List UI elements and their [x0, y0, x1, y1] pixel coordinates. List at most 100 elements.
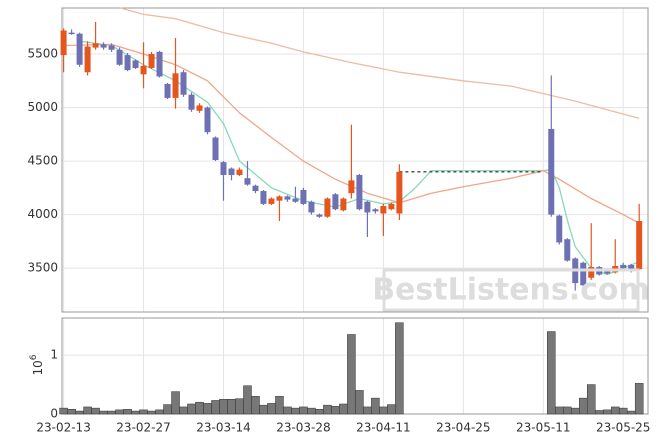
volume-bar [155, 409, 164, 415]
candle-body [228, 168, 235, 175]
volume-bar [363, 406, 372, 415]
volume-bar [371, 397, 380, 415]
candle-body [380, 206, 387, 214]
candle-body [340, 198, 347, 211]
volume-bar [634, 383, 644, 415]
volume-bar [171, 391, 180, 415]
watermark-text: BestListens.com [372, 273, 650, 308]
candle-body [204, 107, 211, 133]
volume-bar [347, 334, 356, 415]
volume-bar [211, 400, 220, 415]
candle-body [588, 267, 595, 278]
volume-bar [251, 396, 260, 415]
volume-bar [547, 331, 556, 415]
volume-bar [626, 410, 636, 415]
volume-bar [235, 398, 244, 415]
volume-bar [147, 410, 156, 415]
x-tick-label: 23-04-25 [436, 421, 490, 435]
moving-average [120, 7, 640, 119]
volume-bar [75, 410, 84, 415]
volume-bar [195, 401, 204, 415]
candle-body [84, 46, 91, 73]
volume-bar [99, 410, 108, 415]
volume-bar [339, 403, 348, 415]
volume-bar [203, 403, 212, 415]
candle-body [284, 196, 291, 200]
candle-body [620, 264, 627, 269]
volume-bar [67, 409, 76, 415]
candle-body [372, 209, 379, 212]
volume-bar [243, 385, 252, 415]
x-tick-label: 23-05-11 [516, 421, 570, 435]
x-tick-label: 23-02-27 [116, 421, 170, 435]
axis-label-base: 10 [31, 360, 45, 375]
candle-body [268, 198, 275, 204]
volume-bar [307, 407, 316, 415]
candle-body [348, 180, 355, 194]
volume-bar [331, 406, 340, 415]
x-tick-label: 23-03-14 [196, 421, 250, 435]
candle-body [300, 189, 307, 204]
candle-body [244, 178, 251, 185]
candle-body [180, 72, 187, 95]
candle-body [92, 43, 99, 48]
y-tick-label: 3500 [27, 261, 58, 275]
volume-bar [115, 409, 124, 415]
y-tick-label: 4500 [27, 154, 58, 168]
candle-body [100, 44, 107, 48]
axis-label-exponent: 6 [29, 354, 39, 360]
price-frame [61, 7, 649, 313]
candle-body [188, 94, 195, 110]
candle-body [316, 214, 323, 217]
candle-body [124, 55, 131, 71]
volume-bar [219, 399, 228, 415]
candle-body [396, 171, 403, 214]
volume-bar [59, 407, 68, 415]
volume-bar [163, 404, 172, 415]
volume-bar [379, 406, 388, 415]
candle-body [116, 49, 123, 65]
candle-body [108, 45, 115, 50]
volume-bar [179, 406, 188, 415]
volume-bar [355, 390, 364, 415]
volume-bar [123, 409, 132, 415]
candle-body [60, 30, 67, 56]
candle-body [364, 201, 371, 213]
volume-bar [594, 410, 604, 415]
candle-body [140, 65, 147, 75]
volume-bar [610, 406, 620, 415]
volume-bar [291, 407, 300, 415]
volume-bar [91, 407, 100, 415]
volume-bar [299, 406, 308, 415]
volume-bar [187, 403, 196, 415]
moving-average [79, 40, 640, 276]
candle-body [236, 169, 243, 175]
candle-body [212, 137, 219, 160]
volume-bar [395, 322, 404, 415]
candle-body [604, 270, 611, 274]
candle-body [260, 191, 267, 204]
volume-bar [586, 384, 596, 415]
volume-bar [267, 403, 276, 415]
candle-body [628, 264, 635, 272]
candle-body [308, 201, 315, 213]
volume-bar [275, 396, 284, 415]
candle-body [156, 51, 163, 77]
volume-bar [323, 404, 332, 415]
candle-body [564, 239, 571, 261]
candle-body [276, 196, 283, 201]
candle-body [324, 198, 331, 217]
volume-bar [259, 404, 268, 415]
candle-body [580, 262, 587, 286]
candle-body [388, 203, 395, 210]
x-tick-label: 23-05-25 [596, 421, 650, 435]
volume-bar [131, 410, 140, 415]
volume-bar [315, 409, 324, 415]
candle-body [196, 105, 203, 111]
volume-bar [555, 406, 564, 415]
y-tick-label: 0 [50, 407, 58, 421]
volume-bar [139, 409, 148, 415]
volume-bar [107, 410, 116, 415]
x-tick-label: 23-02-13 [36, 421, 90, 435]
